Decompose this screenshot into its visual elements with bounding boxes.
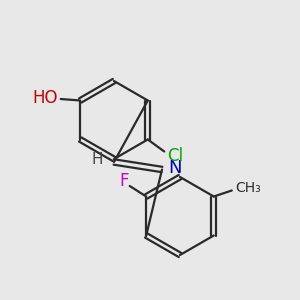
Text: Cl: Cl xyxy=(167,147,183,165)
Text: N: N xyxy=(169,159,182,177)
Text: HO: HO xyxy=(32,88,58,106)
Text: H: H xyxy=(92,152,103,166)
Text: F: F xyxy=(119,172,128,190)
Text: CH₃: CH₃ xyxy=(235,181,260,195)
